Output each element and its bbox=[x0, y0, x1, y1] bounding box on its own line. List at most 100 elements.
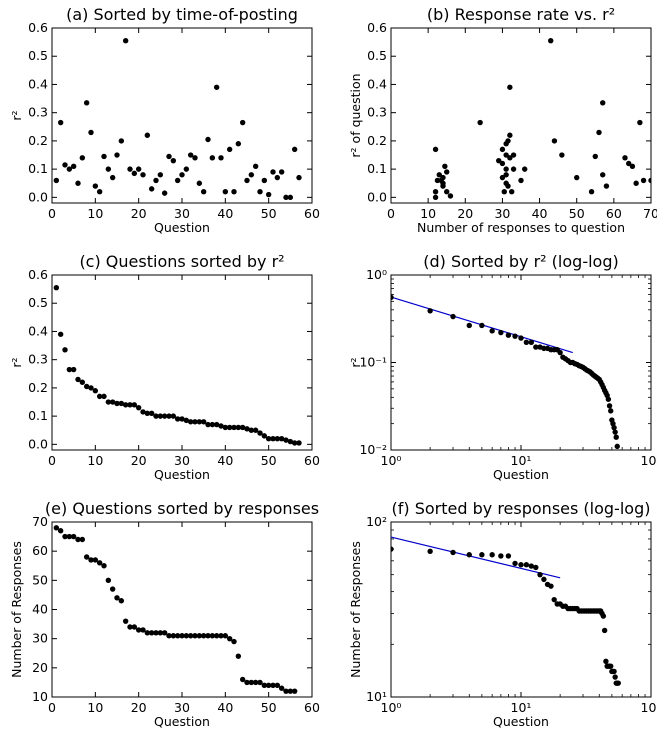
data-point-b bbox=[442, 163, 448, 170]
data-point-f bbox=[489, 552, 495, 558]
data-point-e bbox=[235, 653, 242, 659]
data-point-a bbox=[114, 152, 120, 158]
data-point-b bbox=[432, 189, 439, 195]
y-tick-label-b: 0.1 bbox=[367, 161, 387, 176]
data-point-c bbox=[200, 419, 207, 425]
data-point-c bbox=[166, 413, 172, 419]
data-point-b bbox=[626, 160, 632, 167]
y-tick-label-a: 0.1 bbox=[28, 161, 48, 176]
data-point-e bbox=[131, 624, 138, 630]
data-point-d bbox=[605, 396, 612, 402]
data-point-b bbox=[440, 183, 446, 189]
data-point-c bbox=[157, 413, 164, 419]
chart-title-c: (c) Questions sorted by r² bbox=[79, 252, 284, 271]
data-point-c bbox=[244, 426, 250, 432]
y-tick-label-a: 0.5 bbox=[28, 48, 48, 63]
data-point-e bbox=[278, 685, 285, 691]
data-point-c bbox=[239, 424, 246, 431]
data-point-e bbox=[109, 586, 116, 592]
data-point-d bbox=[466, 322, 472, 329]
data-point-a bbox=[92, 183, 99, 189]
x-axis-label-a: Question bbox=[154, 220, 210, 235]
data-point-a bbox=[144, 132, 151, 138]
y-tick-label-f: 10² bbox=[366, 514, 387, 529]
data-point-e bbox=[157, 630, 164, 636]
data-point-c bbox=[105, 399, 112, 405]
data-point-b bbox=[633, 180, 639, 186]
data-point-f bbox=[601, 627, 608, 634]
data-point-e bbox=[252, 679, 259, 686]
data-point-f bbox=[537, 571, 543, 578]
data-point-b bbox=[574, 174, 580, 181]
data-point-c bbox=[270, 436, 276, 442]
chart-title-a: (a) Sorted by time-of-posting bbox=[66, 5, 298, 24]
y-tick-label-a: 0.3 bbox=[28, 105, 48, 120]
data-point-d bbox=[613, 434, 619, 440]
data-point-a bbox=[291, 146, 298, 153]
data-point-b bbox=[447, 193, 454, 199]
data-point-e bbox=[118, 598, 125, 604]
data-point-c bbox=[213, 421, 220, 428]
data-point-b bbox=[592, 153, 598, 160]
data-point-e bbox=[153, 630, 159, 636]
data-point-b bbox=[600, 172, 606, 178]
data-point-e bbox=[114, 595, 120, 601]
panel-c: (c) Questions sorted by r² 0 10 20 30 40 50 60 0… bbox=[9, 252, 320, 482]
data-point-e bbox=[274, 682, 281, 689]
data-point-f bbox=[541, 576, 547, 583]
data-point-a bbox=[88, 129, 94, 136]
data-point-b bbox=[496, 157, 502, 164]
points-c bbox=[53, 285, 302, 446]
data-point-f bbox=[479, 552, 485, 558]
data-point-c bbox=[170, 413, 177, 419]
data-point-b bbox=[444, 169, 450, 175]
y-tick-label-b: 0.6 bbox=[367, 20, 387, 35]
data-point-e bbox=[75, 536, 81, 543]
data-point-c bbox=[75, 376, 81, 383]
data-point-c bbox=[257, 430, 263, 436]
data-point-d bbox=[528, 339, 534, 346]
data-point-a bbox=[252, 163, 259, 170]
data-point-e bbox=[166, 633, 172, 639]
x-tick-label-b: 50 bbox=[569, 206, 585, 221]
x-tick-label-b: 10 bbox=[420, 206, 436, 221]
data-point-c bbox=[57, 331, 64, 337]
data-point-c bbox=[196, 419, 203, 425]
data-point-b bbox=[637, 119, 643, 126]
data-point-f bbox=[600, 613, 607, 619]
data-point-a bbox=[270, 169, 276, 175]
data-point-e bbox=[92, 557, 99, 563]
data-point-c bbox=[209, 421, 216, 428]
x-axis-label-e: Question bbox=[154, 714, 210, 729]
data-point-c bbox=[148, 410, 155, 417]
data-point-c bbox=[122, 402, 129, 408]
data-point-a bbox=[235, 141, 242, 147]
data-point-e bbox=[187, 633, 194, 639]
data-point-c bbox=[109, 399, 116, 405]
x-tick-label-e: 0 bbox=[48, 700, 56, 715]
data-point-c bbox=[114, 400, 120, 407]
y-tick-label-c: 0.3 bbox=[28, 352, 48, 367]
data-point-a bbox=[183, 166, 190, 172]
data-point-e bbox=[239, 676, 246, 683]
y-tick-label-b: 0.2 bbox=[367, 133, 387, 148]
x-tick-label-b: 70 bbox=[643, 206, 657, 221]
x-tick-label-e: 50 bbox=[261, 700, 277, 715]
data-point-d bbox=[391, 294, 394, 301]
data-point-a bbox=[83, 100, 90, 106]
data-point-f bbox=[512, 560, 518, 567]
data-point-e bbox=[222, 633, 229, 639]
data-point-b bbox=[432, 194, 439, 201]
data-point-e bbox=[83, 554, 90, 560]
x-tick-label-d: 10⁰ bbox=[381, 453, 402, 468]
data-point-a bbox=[205, 136, 211, 143]
data-point-b bbox=[551, 138, 558, 144]
x-tick-label-b: 0 bbox=[387, 206, 395, 221]
data-point-b bbox=[600, 100, 606, 106]
data-point-e bbox=[196, 633, 203, 639]
y-axis-label-b: r² of question bbox=[348, 73, 363, 157]
y-tick-label-e: 20 bbox=[32, 660, 48, 675]
data-point-a bbox=[153, 177, 159, 184]
data-point-a bbox=[248, 172, 255, 178]
data-point-c bbox=[101, 393, 107, 400]
